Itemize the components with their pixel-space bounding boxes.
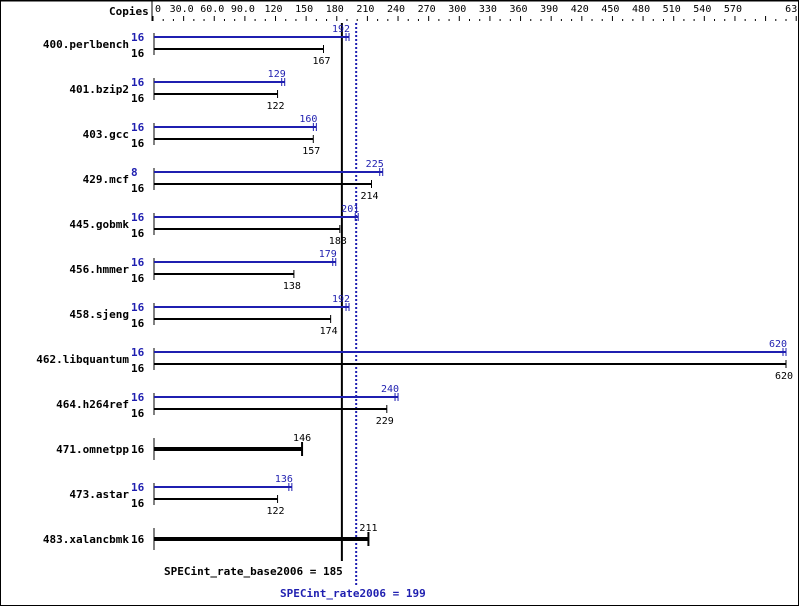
benchmark-label: 400.perlbench — [43, 38, 129, 51]
base-value-label: 167 — [312, 56, 330, 67]
benchmark-label: 429.mcf — [83, 173, 129, 186]
peak-value-label: 136 — [275, 474, 293, 485]
base-value-label: 214 — [360, 191, 378, 202]
tick-label: 210 — [356, 4, 374, 15]
tick-label: 570 — [724, 4, 742, 15]
tick-label: 540 — [693, 4, 711, 15]
copies-base: 16 — [131, 47, 145, 60]
tick-label: 270 — [418, 4, 436, 15]
copies-base: 16 — [131, 92, 145, 105]
copies-base: 16 — [131, 443, 145, 456]
base-value-label: 122 — [267, 101, 285, 112]
tick-label: 120 — [264, 4, 282, 15]
base-value-label: 229 — [376, 416, 394, 427]
tick-label: 630 — [785, 4, 798, 15]
base-value-label: 138 — [283, 281, 301, 292]
copies-peak: 16 — [131, 346, 145, 359]
benchmark-label: 401.bzip2 — [69, 83, 129, 96]
copies-base: 16 — [131, 533, 145, 546]
benchmark-label: 403.gcc — [83, 128, 129, 141]
peak-value-label: 240 — [381, 384, 399, 395]
tick-label: 60.0 — [200, 4, 224, 15]
tick-label: 480 — [632, 4, 650, 15]
copies-peak: 8 — [131, 166, 138, 179]
benchmark-label: 456.hmmer — [69, 263, 129, 276]
copies-base: 16 — [131, 137, 145, 150]
benchmark-label: 483.xalancbmk — [43, 533, 129, 546]
peak-summary-label: SPECint_rate2006 = 199 — [280, 587, 426, 600]
peak-value-label: 201 — [341, 204, 359, 215]
benchmark-label: 462.libquantum — [36, 353, 129, 366]
copies-base: 16 — [131, 272, 145, 285]
benchmark-label: 464.h264ref — [56, 398, 129, 411]
benchmark-label: 445.gobmk — [69, 218, 129, 231]
base-value-label: 183 — [329, 236, 347, 247]
tick-label: 180 — [326, 4, 344, 15]
tick-label: 300 — [448, 4, 466, 15]
copies-peak: 16 — [131, 301, 145, 314]
peak-value-label: 192 — [332, 24, 350, 35]
tick-label: 240 — [387, 4, 405, 15]
copies-peak: 16 — [131, 256, 145, 269]
benchmark-label: 471.omnetpp — [56, 443, 129, 456]
copies-peak: 16 — [131, 121, 145, 134]
peak-value-label: 192 — [332, 294, 350, 305]
copies-base: 16 — [131, 407, 145, 420]
copies-base: 16 — [131, 182, 145, 195]
base-bar — [154, 447, 303, 451]
peak-value-label: 129 — [268, 69, 286, 80]
base-value-label: 211 — [359, 523, 377, 534]
copies-base: 16 — [131, 227, 145, 240]
copies-base: 16 — [131, 362, 145, 375]
benchmark-label: 473.astar — [69, 488, 129, 501]
copies-peak: 16 — [131, 211, 145, 224]
tick-label: 390 — [540, 4, 558, 15]
peak-value-label: 225 — [366, 159, 384, 170]
copies-peak: 16 — [131, 76, 145, 89]
copies-base: 16 — [131, 317, 145, 330]
tick-label: 450 — [601, 4, 619, 15]
peak-value-label: 179 — [319, 249, 337, 260]
peak-value-label: 160 — [299, 114, 317, 125]
base-value-label: 620 — [775, 371, 793, 382]
copies-base: 16 — [131, 497, 145, 510]
copies-peak: 16 — [131, 31, 145, 44]
tick-label: 30.0 — [170, 4, 194, 15]
benchmark-label: 458.sjeng — [69, 308, 129, 321]
copies-peak: 16 — [131, 481, 145, 494]
tick-label: 360 — [510, 4, 528, 15]
base-value-label: 174 — [320, 326, 338, 337]
tick-label: 150 — [295, 4, 313, 15]
copies-header: Copies — [109, 5, 149, 18]
base-value-label: 146 — [293, 433, 311, 444]
base-value-label: 157 — [302, 146, 320, 157]
peak-value-label: 620 — [769, 339, 787, 350]
tick-label: 90.0 — [231, 4, 255, 15]
tick-label: 0 — [155, 4, 161, 15]
base-value-label: 122 — [267, 506, 285, 517]
tick-label: 330 — [479, 4, 497, 15]
tick-label: 510 — [663, 4, 681, 15]
copies-peak: 16 — [131, 391, 145, 404]
base-bar — [154, 537, 369, 541]
base-summary-label: SPECint_rate_base2006 = 185 — [164, 565, 343, 578]
tick-label: 420 — [571, 4, 589, 15]
